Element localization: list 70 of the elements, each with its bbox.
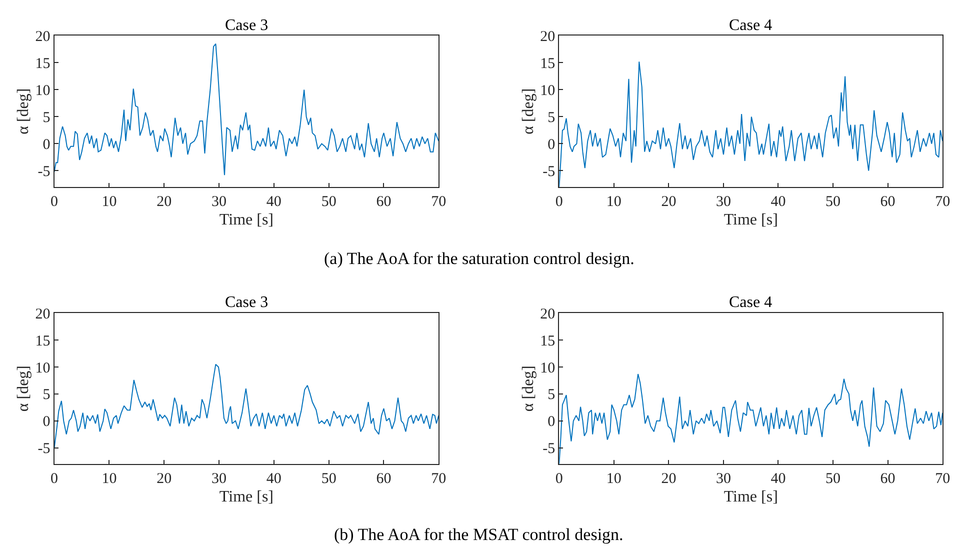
x-tick-label: 70 (935, 194, 950, 210)
y-tick-label: 10 (540, 82, 556, 99)
x-axis-title: Time [s] (219, 212, 274, 229)
x-tick-label: 10 (606, 194, 622, 210)
y-tick-label: -5 (38, 441, 50, 458)
x-tick-label: 20 (156, 194, 172, 210)
y-tick-label: 20 (35, 28, 50, 45)
y-tick-label: 20 (540, 306, 556, 322)
x-axis-title: Time [s] (219, 488, 274, 506)
x-tick-label: 70 (431, 194, 446, 210)
chart-title: Case 3 (225, 294, 268, 311)
x-tick-label: 70 (431, 470, 446, 487)
y-tick-label: 5 (42, 387, 50, 404)
x-tick-label: 30 (716, 470, 731, 487)
y-tick-label: -5 (542, 164, 556, 180)
y-axis-title: α [deg] (520, 366, 538, 412)
line-series (559, 61, 943, 187)
y-axis-title: α [deg] (15, 88, 32, 134)
text: (a) The AoA for the saturation control design. (324, 249, 634, 268)
y-tick-label: 15 (540, 333, 556, 350)
y-axis-title: α [deg] (15, 366, 32, 412)
y-tick-label: 10 (35, 360, 50, 376)
x-tick-label: 60 (376, 194, 392, 210)
x-tick-label: 20 (661, 194, 676, 210)
y-tick-label: 5 (42, 110, 50, 126)
x-tick-label: 60 (880, 470, 896, 487)
x-tick-label: 70 (935, 470, 950, 487)
y-tick-label: 20 (35, 306, 50, 322)
x-tick-label: 40 (770, 470, 786, 487)
line-series (559, 374, 943, 464)
y-tick-label: 0 (42, 414, 50, 430)
line-series (54, 43, 439, 176)
line-series (54, 364, 439, 448)
y-tick-label: 10 (35, 82, 50, 99)
chart-title: Case 4 (729, 294, 772, 311)
y-tick-label: 15 (35, 56, 50, 72)
y-tick-label: 0 (42, 136, 50, 153)
y-axis-title: α [deg] (520, 88, 538, 134)
chart-title: Case 4 (729, 17, 772, 34)
y-tick-label: 5 (548, 110, 556, 126)
x-tick-label: 40 (770, 194, 786, 210)
y-tick-label: 0 (548, 136, 556, 153)
x-axis-title: Time [s] (724, 212, 778, 229)
x-axis-title: Time [s] (724, 488, 778, 506)
y-tick-label: 10 (540, 360, 556, 376)
x-tick-label: 50 (826, 470, 841, 487)
y-tick-label: 15 (540, 56, 556, 72)
y-tick-label: 20 (540, 28, 556, 45)
y-tick-label: 5 (548, 387, 556, 404)
x-tick-label: 50 (321, 470, 336, 487)
y-tick-label: 0 (548, 414, 556, 430)
y-tick-label: -5 (542, 441, 556, 458)
x-tick-label: 30 (212, 194, 227, 210)
x-tick-label: 10 (606, 470, 622, 487)
x-tick-label: 10 (102, 470, 117, 487)
y-tick-label: 15 (35, 333, 50, 350)
y-tick-label: -5 (38, 164, 50, 180)
x-tick-label: 30 (716, 194, 731, 210)
x-tick-label: 40 (266, 194, 282, 210)
x-tick-label: 50 (826, 194, 841, 210)
x-tick-label: 20 (156, 470, 172, 487)
chart-title: Case 3 (225, 17, 268, 34)
text: (b) The AoA for the MSAT control design. (334, 525, 624, 544)
x-tick-label: 10 (102, 194, 117, 210)
x-tick-label: 40 (266, 470, 282, 487)
x-tick-label: 50 (321, 194, 336, 210)
x-tick-label: 60 (880, 194, 896, 210)
x-tick-label: 20 (661, 470, 676, 487)
x-tick-label: 30 (212, 470, 227, 487)
x-tick-label: 60 (376, 470, 392, 487)
